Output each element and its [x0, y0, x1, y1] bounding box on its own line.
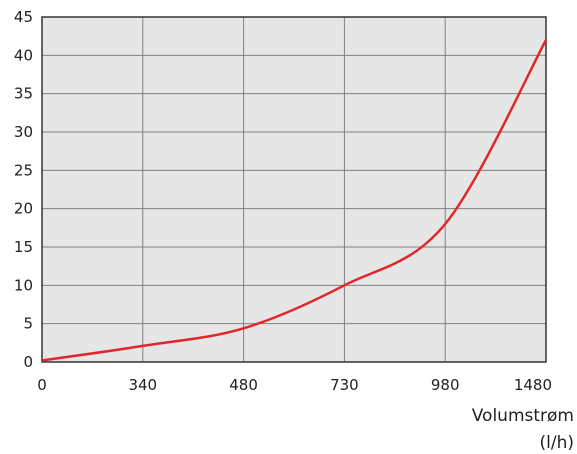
horizontal-gridlines [42, 54, 546, 325]
y-tick-label-20: 20 [14, 200, 33, 218]
y-axis-tick-labels: 0 5 10 15 20 25 30 35 40 45 [14, 8, 33, 371]
y-tick-label-5: 5 [23, 315, 33, 333]
x-tick-label-0: 0 [37, 376, 47, 394]
plot-frame [41, 16, 547, 363]
x-tick-label-1480: 1480 [514, 376, 552, 394]
x-tick-label-480: 480 [229, 376, 258, 394]
plot-area [42, 17, 546, 362]
x-tick-label-980: 980 [431, 376, 460, 394]
series-line [41, 39, 548, 362]
vertical-gridlines [142, 17, 446, 362]
x-axis-tick-labels: 0 340 480 730 980 1480 [37, 376, 552, 394]
y-tick-label-25: 25 [14, 161, 33, 179]
x-tick-label-730: 730 [330, 376, 359, 394]
x-tick-label-340: 340 [128, 376, 157, 394]
y-tick-label-30: 30 [14, 123, 33, 141]
y-tick-label-10: 10 [14, 276, 33, 294]
y-tick-label-35: 35 [14, 85, 33, 103]
x-axis-title: Volumstrøm [472, 406, 574, 426]
x-axis-unit: (l/h) [540, 433, 575, 453]
y-tick-label-40: 40 [14, 46, 33, 64]
y-tick-label-0: 0 [23, 353, 33, 371]
y-tick-label-45: 45 [14, 8, 33, 26]
y-tick-label-15: 15 [14, 238, 33, 256]
